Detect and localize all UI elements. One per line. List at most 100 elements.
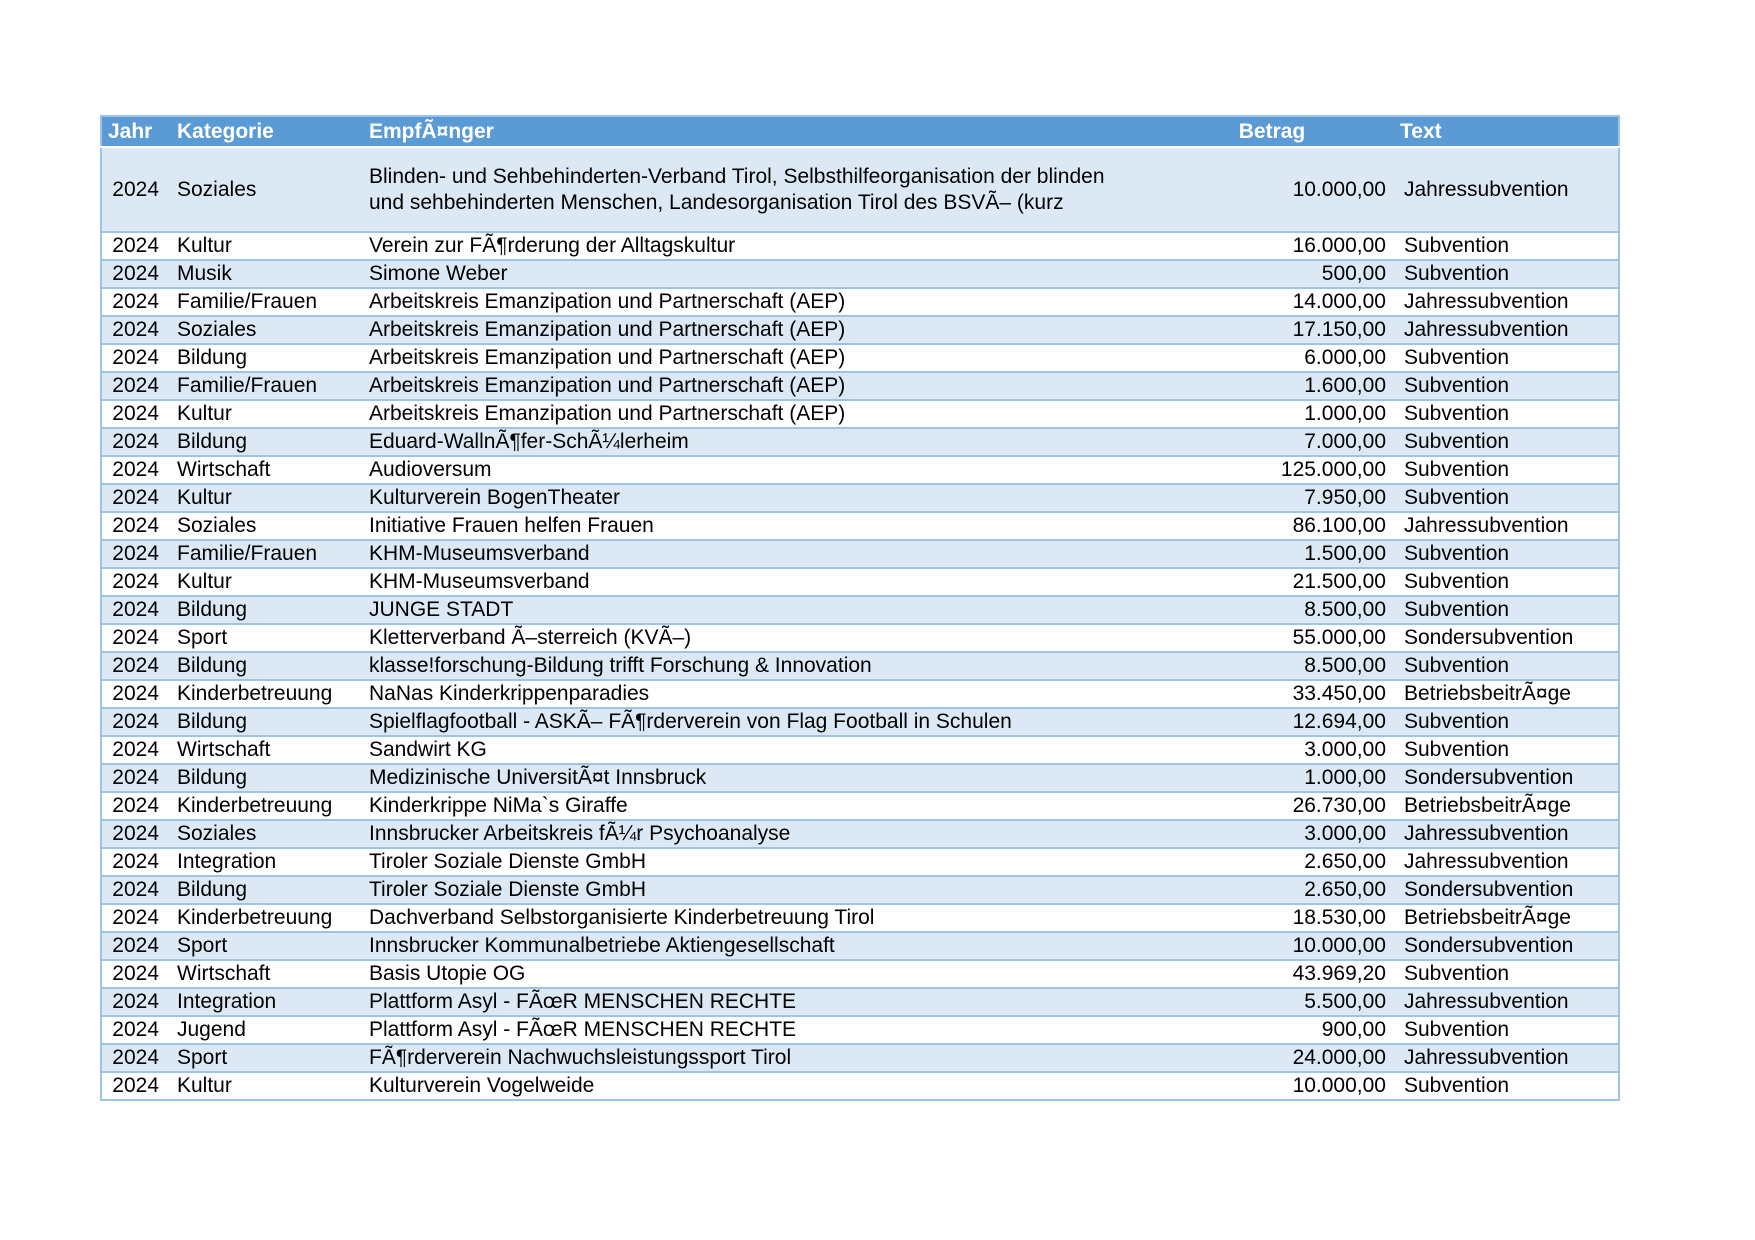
cell-jahr: 2024	[112, 514, 159, 537]
cell-jahr: 2024	[112, 346, 159, 369]
table-row: 2024 Kinderbetreuung Dachverband Selbstorg…	[101, 904, 1619, 932]
cell-empfaenger: Innsbrucker Kommunalbetriebe Aktiengesel…	[369, 934, 835, 957]
cell-empfaenger: Simone Weber	[369, 262, 508, 285]
cell-text: Sondersubvention	[1404, 878, 1574, 901]
cell-kategorie: Kinderbetreuung	[177, 794, 333, 817]
cell-kategorie: Soziales	[177, 822, 257, 845]
cell-betrag: 12.694,00	[1292, 710, 1386, 733]
cell-text: BetriebsbeitrÃ¤ge	[1404, 682, 1571, 705]
table-row: 2024 Soziales Innsbrucker Arbeitskreis fÃ¼…	[101, 820, 1619, 848]
cell-text: Sondersubvention	[1404, 934, 1574, 957]
cell-text: Jahressubvention	[1404, 822, 1569, 845]
cell-jahr: 2024	[112, 850, 159, 873]
cell-empfaenger: KHM-Museumsverband	[369, 542, 590, 565]
cell-jahr: 2024	[112, 234, 159, 257]
cell-text: BetriebsbeitrÃ¤ge	[1404, 794, 1571, 817]
cell-jahr: 2024	[112, 906, 159, 929]
cell-betrag: 2.650,00	[1304, 850, 1386, 873]
cell-kategorie: Sport	[177, 934, 228, 957]
cell-text: Subvention	[1404, 234, 1510, 257]
table-row: 2024 Bildung Medizinische UniversitÃ¤t Inn…	[101, 764, 1619, 792]
cell-text: Sondersubvention	[1404, 626, 1574, 649]
cell-kategorie: Bildung	[177, 878, 248, 901]
cell-kategorie: Bildung	[177, 654, 248, 677]
cell-betrag: 17.150,00	[1292, 318, 1386, 341]
cell-jahr: 2024	[112, 486, 159, 509]
table-row: 2024 Kinderbetreuung Kinderkrippe NiMa`s G…	[101, 792, 1619, 820]
cell-betrag: 5.500,00	[1304, 990, 1386, 1013]
cell-jahr: 2024	[112, 934, 159, 957]
cell-betrag: 7.000,00	[1304, 430, 1386, 453]
table-row: 2024 Kultur Verein zur FÃ¶rderung der Allt…	[101, 232, 1619, 260]
cell-betrag: 8.500,00	[1304, 654, 1386, 677]
table-row: 2024 Wirtschaft Audioversum 125.000,00 Subve…	[101, 456, 1619, 484]
cell-empfaenger: FÃ¶rderverein Nachwuchsleistungssport Ti…	[369, 1046, 792, 1069]
cell-kategorie: Bildung	[177, 766, 248, 789]
table-header: Jahr Kategorie EmpfÃ¤nger Betrag Text	[101, 116, 1619, 147]
cell-text: Subvention	[1404, 654, 1510, 677]
cell-empfaenger: Innsbrucker Arbeitskreis fÃ¼r Psychoanal…	[369, 822, 791, 845]
cell-kategorie: Integration	[177, 990, 277, 1013]
cell-jahr: 2024	[112, 430, 159, 453]
cell-kategorie: Soziales	[177, 177, 257, 201]
table-row: 2024 Kultur Kulturverein Vogelweide 10.000,…	[101, 1072, 1619, 1100]
table-row: 2024 Sport Innsbrucker Kommunalbetriebe Ak…	[101, 932, 1619, 960]
cell-jahr: 2024	[112, 822, 159, 845]
cell-text: Jahressubvention	[1404, 177, 1569, 201]
cell-betrag: 1.000,00	[1304, 402, 1386, 425]
table-row: 2024 Sport Kletterverband Ã–sterreich (KVÃ…	[101, 624, 1619, 652]
cell-empfaenger: NaNas Kinderkrippenparadies	[369, 682, 650, 705]
cell-betrag: 500,00	[1321, 262, 1386, 285]
cell-kategorie: Kultur	[177, 402, 232, 425]
table-row: 2024 Kultur Kulturverein BogenTheater 7.950…	[101, 484, 1619, 512]
header-row: Jahr Kategorie EmpfÃ¤nger Betrag Text	[101, 116, 1619, 147]
cell-jahr: 2024	[112, 878, 159, 901]
cell-jahr: 2024	[112, 262, 159, 285]
cell-betrag: 43.969,20	[1292, 962, 1386, 985]
table-row: 2024 Soziales Blinden- und Sehbehinderten-…	[101, 147, 1619, 232]
cell-jahr: 2024	[112, 598, 159, 621]
cell-kategorie: Kultur	[177, 486, 232, 509]
cell-jahr: 2024	[112, 962, 159, 985]
cell-text: Subvention	[1404, 1074, 1510, 1097]
table-row: 2024 Familie/Frauen KHM-Museumsverband 1.50…	[101, 540, 1619, 568]
cell-jahr: 2024	[112, 458, 159, 481]
table-row: 2024 Bildung JUNGE STADT 8.500,00 Subvention	[101, 596, 1619, 624]
cell-jahr: 2024	[112, 1074, 159, 1097]
cell-betrag: 55.000,00	[1292, 626, 1386, 649]
cell-text: Subvention	[1404, 542, 1510, 565]
cell-betrag: 7.950,00	[1304, 486, 1386, 509]
cell-jahr: 2024	[112, 990, 159, 1013]
cell-text: Subvention	[1404, 710, 1510, 733]
cell-betrag: 8.500,00	[1304, 598, 1386, 621]
cell-kategorie: Wirtschaft	[177, 738, 271, 761]
cell-empfaenger: Tiroler Soziale Dienste GmbH	[369, 878, 646, 901]
cell-text: Subvention	[1404, 458, 1510, 481]
cell-betrag: 16.000,00	[1292, 234, 1386, 257]
cell-empfaenger: Arbeitskreis Emanzipation und Partnersch…	[369, 374, 846, 397]
table-row: 2024 Soziales Initiative Frauen helfen Fra…	[101, 512, 1619, 540]
cell-kategorie: Soziales	[177, 514, 257, 537]
table-row: 2024 Familie/Frauen Arbeitskreis Emanzipat…	[101, 288, 1619, 316]
table-row: 2024 Sport FÃ¶rderverein Nachwuchsleistung…	[101, 1044, 1619, 1072]
cell-jahr: 2024	[112, 626, 159, 649]
cell-empfaenger: klasse!forschung-Bildung trifft Forschun…	[369, 654, 872, 677]
cell-betrag: 33.450,00	[1292, 682, 1386, 705]
column-header-text: Text	[1392, 116, 1619, 147]
column-header-kategorie: Kategorie	[169, 116, 361, 147]
cell-betrag: 125.000,00	[1280, 458, 1386, 481]
cell-text: Jahressubvention	[1404, 1046, 1569, 1069]
cell-text: Subvention	[1404, 430, 1510, 453]
cell-text: Subvention	[1404, 738, 1510, 761]
cell-betrag: 26.730,00	[1292, 794, 1386, 817]
cell-text: Subvention	[1404, 262, 1510, 285]
column-header-empfaenger: EmpfÃ¤nger	[361, 116, 1152, 147]
cell-empfaenger: Basis Utopie OG	[369, 962, 526, 985]
cell-betrag: 1.500,00	[1304, 542, 1386, 565]
cell-betrag: 3.000,00	[1304, 822, 1386, 845]
cell-empfaenger: Tiroler Soziale Dienste GmbH	[369, 850, 646, 873]
column-header-jahr: Jahr	[101, 116, 169, 147]
cell-kategorie: Bildung	[177, 710, 248, 733]
cell-text: Jahressubvention	[1404, 318, 1569, 341]
cell-text: Subvention	[1404, 570, 1510, 593]
